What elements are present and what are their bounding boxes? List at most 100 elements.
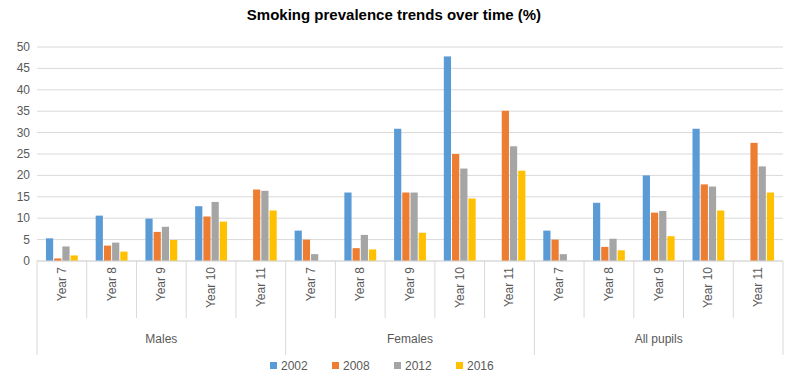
category-separator <box>584 261 585 318</box>
legend-label: 2012 <box>405 359 432 373</box>
grid-line <box>37 132 783 133</box>
bar <box>104 246 111 261</box>
bar <box>411 193 418 261</box>
group-label: Females <box>387 332 433 346</box>
y-tick-label: 45 <box>17 61 31 75</box>
bar <box>361 235 368 261</box>
category-separator <box>633 261 634 318</box>
bar <box>759 166 766 261</box>
bar <box>303 240 310 261</box>
x-tick-label: Year 10 <box>701 267 715 308</box>
y-tick-label: 25 <box>17 147 31 161</box>
legend-label: 2002 <box>281 359 308 373</box>
bar <box>709 187 716 261</box>
x-tick-label: Year 9 <box>652 267 666 302</box>
bar <box>402 193 409 261</box>
bar <box>369 249 376 261</box>
group-separator <box>285 261 286 355</box>
bar <box>560 254 567 261</box>
x-tick-label: Year 11 <box>502 267 516 307</box>
bar <box>112 243 119 261</box>
bar <box>71 255 78 261</box>
bar <box>270 210 277 261</box>
bar <box>452 154 459 261</box>
bar <box>154 232 161 261</box>
x-tick-label: Year 9 <box>403 267 417 302</box>
bar <box>253 190 260 261</box>
grid-line <box>37 261 783 262</box>
bar <box>394 129 401 261</box>
category-separator <box>385 261 386 318</box>
bars <box>46 56 774 261</box>
category-separator <box>235 261 236 318</box>
x-axis <box>37 261 783 262</box>
bar <box>701 184 708 261</box>
category-separator <box>733 261 734 318</box>
bar <box>601 247 608 261</box>
grid-line <box>37 111 783 112</box>
bar <box>543 231 550 261</box>
x-tick-label: Year 11 <box>254 267 268 307</box>
grid-line <box>37 175 783 176</box>
category-separator <box>86 261 87 318</box>
bar <box>460 169 467 261</box>
x-tick-label: Year 7 <box>55 267 69 302</box>
legend-label: 2016 <box>467 359 494 373</box>
y-tick-label: 50 <box>17 40 31 54</box>
grid-line <box>37 68 783 69</box>
x-tick-label: Year 8 <box>602 267 616 302</box>
bar <box>212 202 219 261</box>
bar <box>46 238 53 261</box>
bar <box>170 240 177 261</box>
bar <box>659 211 666 261</box>
bar <box>651 213 658 261</box>
category-separator <box>683 261 684 318</box>
group-separator <box>37 261 38 355</box>
bar <box>419 233 426 261</box>
bar <box>767 193 774 261</box>
bar <box>444 56 451 261</box>
bar <box>220 222 227 261</box>
x-tick-label: Year 9 <box>154 267 168 302</box>
grid-line <box>37 196 783 197</box>
bar <box>593 203 600 261</box>
bar <box>261 191 268 261</box>
bar <box>609 239 616 261</box>
y-tick-label: 15 <box>17 190 31 204</box>
legend-swatch <box>270 362 277 369</box>
bar <box>643 175 650 261</box>
x-tick-label: Year 8 <box>353 267 367 302</box>
category-separator <box>484 261 485 318</box>
bar <box>468 199 475 261</box>
bar <box>510 146 517 261</box>
bar <box>353 248 360 261</box>
legend-swatch <box>332 362 339 369</box>
x-tick-label: Year 7 <box>304 267 318 302</box>
bar <box>551 240 558 261</box>
bar <box>145 219 152 261</box>
bar <box>750 143 757 261</box>
grid-line <box>37 218 783 219</box>
bar <box>618 250 625 261</box>
category-separator <box>186 261 187 318</box>
bar <box>518 171 525 261</box>
bar <box>195 206 202 261</box>
bar <box>120 252 127 261</box>
grid-line <box>37 47 783 48</box>
legend: 2002 2008 2012 2016 <box>270 359 494 373</box>
y-tick-label: 20 <box>17 168 31 182</box>
bar <box>502 111 509 261</box>
y-tick-label: 5 <box>23 233 30 247</box>
bar <box>717 210 724 261</box>
grid-line <box>37 89 783 90</box>
bar <box>62 246 69 261</box>
legend-swatch <box>456 362 463 369</box>
grid-line <box>37 154 783 155</box>
y-tick-label: 30 <box>17 126 31 140</box>
bar <box>96 216 103 261</box>
legend-label: 2008 <box>343 359 370 373</box>
y-tick-label: 0 <box>23 254 30 268</box>
x-tick-label: Year 11 <box>751 267 765 307</box>
y-tick-label: 40 <box>17 83 31 97</box>
chart: Smoking prevalence trends over time (%)0… <box>0 0 788 388</box>
